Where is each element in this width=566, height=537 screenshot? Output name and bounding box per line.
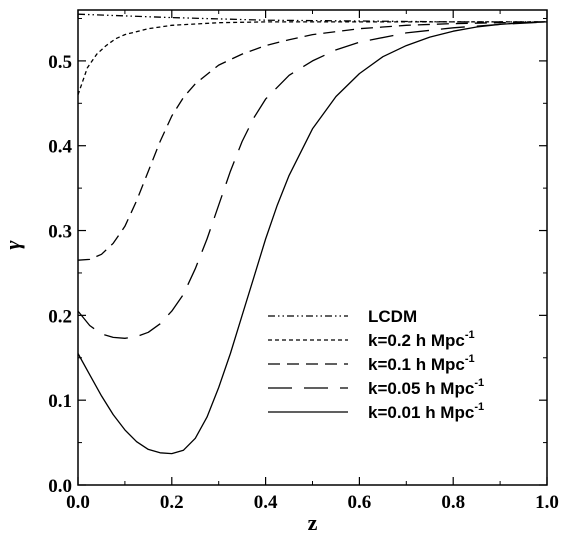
y-axis-title: γ <box>0 240 25 250</box>
legend-label-text: k=0.1 h Mpc <box>368 355 465 374</box>
legend-label-superscript: -1 <box>465 329 475 341</box>
series-line-1 <box>77 21 547 96</box>
series-line-3 <box>77 21 548 339</box>
y-tick-label: 0.5 <box>48 52 72 73</box>
legend-label-1: k=0.2 h Mpc-1 <box>368 329 475 350</box>
series-line-0 <box>77 13 547 23</box>
legend-label-text: k=0.01 h Mpc <box>368 403 474 422</box>
x-axis-title: z <box>308 510 318 535</box>
axis-ticks-group <box>77 10 548 486</box>
y-tick-label: 0.1 <box>48 391 72 412</box>
x-tick-label: 0.0 <box>66 492 90 513</box>
series-line-2 <box>77 21 548 261</box>
legend-label-0: LCDM <box>368 307 417 326</box>
series-lines-group <box>77 13 548 455</box>
legend-label-superscript: -1 <box>465 353 475 365</box>
x-tick-label: 0.8 <box>441 492 465 513</box>
legend-label-superscript: -1 <box>474 377 484 389</box>
legend-label-text: k=0.05 h Mpc <box>368 379 474 398</box>
tick-labels-group: 0.0 0.2 0.4 0.6 0.8 1.0 0.0 0.1 0.2 0.3 0.4 0.5 <box>48 52 559 513</box>
y-tick-label: 0.2 <box>48 306 72 327</box>
legend-label-superscript: -1 <box>474 401 484 413</box>
legend-label-3: k=0.05 h Mpc-1 <box>368 377 484 398</box>
x-tick-label: 1.0 <box>535 492 559 513</box>
legend-label-text: k=0.2 h Mpc <box>368 331 465 350</box>
series-line-4 <box>77 21 548 455</box>
legend-label-text: LCDM <box>368 307 417 326</box>
legend-label-2: k=0.1 h Mpc-1 <box>368 353 475 374</box>
x-tick-label: 0.4 <box>254 492 278 513</box>
plot-frame <box>77 9 548 486</box>
x-tick-label: 0.2 <box>160 492 184 513</box>
y-tick-label: 0.0 <box>48 476 72 497</box>
y-tick-label: 0.4 <box>48 137 72 158</box>
x-tick-label: 0.6 <box>348 492 372 513</box>
legend-label-4: k=0.01 h Mpc-1 <box>368 401 484 422</box>
y-tick-label: 0.3 <box>48 222 72 243</box>
